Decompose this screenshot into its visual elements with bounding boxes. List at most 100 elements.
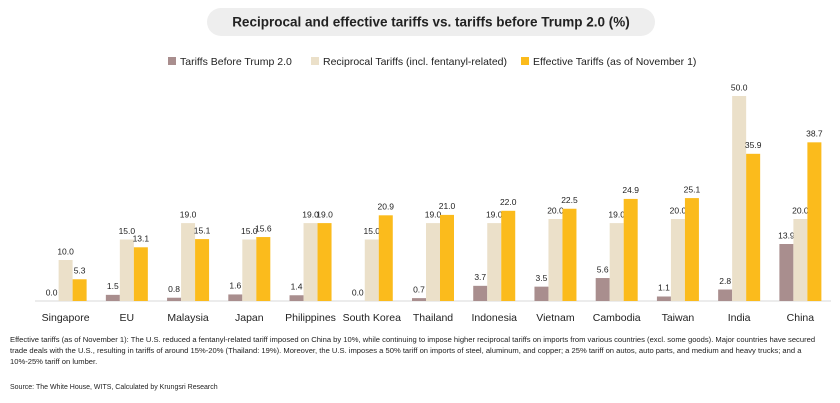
- bar: [793, 219, 808, 301]
- bar: [303, 223, 318, 301]
- legend-swatch: [311, 57, 319, 65]
- data-label: 3.5: [536, 273, 548, 283]
- legend-swatch: [168, 57, 176, 65]
- bar: [779, 244, 794, 301]
- data-label: 20.0: [547, 205, 564, 215]
- bar: [440, 214, 454, 301]
- data-label: 0.7: [413, 284, 425, 294]
- data-label: 20.9: [377, 202, 394, 212]
- x-tick-label: Cambodia: [593, 312, 641, 324]
- x-tick-label: Taiwan: [662, 312, 695, 324]
- chart: Reciprocal and effective tariffs vs. tar…: [35, 8, 831, 324]
- bar: [58, 260, 73, 301]
- data-label: 0.8: [168, 284, 180, 294]
- data-label: 10.0: [57, 246, 74, 256]
- data-label: 13.1: [133, 234, 150, 244]
- bar: [133, 247, 148, 301]
- data-label: 25.1: [684, 184, 701, 194]
- bar: [609, 223, 624, 301]
- data-label: 0.0: [352, 287, 364, 297]
- bar: [732, 96, 747, 301]
- x-tick-label: Philippines: [285, 312, 336, 324]
- data-label: 15.0: [241, 226, 258, 236]
- data-label: 21.0: [439, 201, 456, 211]
- bar: [378, 215, 393, 301]
- legend-swatch: [521, 57, 529, 65]
- x-tick-label: Vietnam: [536, 312, 575, 324]
- data-label: 22.5: [561, 195, 578, 205]
- chart-title: Reciprocal and effective tariffs vs. tar…: [232, 15, 630, 30]
- data-label: 15.0: [363, 226, 380, 236]
- bar: [670, 219, 685, 301]
- legend-label: Reciprocal Tariffs (incl. fentanyl-relat…: [323, 56, 507, 68]
- data-label: 5.3: [74, 266, 86, 276]
- bar: [167, 297, 182, 301]
- data-label: 15.1: [194, 225, 211, 235]
- data-label: 19.0: [316, 209, 333, 219]
- data-label: 13.9: [778, 230, 795, 240]
- data-label: 19.0: [302, 209, 319, 219]
- bar: [534, 286, 549, 301]
- data-label: 3.7: [474, 272, 486, 282]
- bar: [746, 153, 761, 301]
- data-label: 19.0: [425, 209, 442, 219]
- bar: [317, 223, 332, 301]
- data-label: 5.6: [597, 264, 609, 274]
- bar: [228, 294, 243, 301]
- bar: [364, 239, 379, 301]
- bar: [289, 295, 304, 301]
- bar: [562, 208, 577, 301]
- bar: [195, 239, 210, 301]
- data-label: 35.9: [745, 140, 762, 150]
- x-tick-label: EU: [120, 312, 135, 324]
- data-label: 15.6: [255, 223, 272, 233]
- data-label: 19.0: [180, 209, 197, 219]
- bar: [256, 237, 271, 301]
- title-pill: [207, 8, 655, 36]
- bar: [595, 278, 610, 301]
- data-label: 19.0: [486, 209, 503, 219]
- bar: [105, 294, 120, 301]
- data-label: 24.9: [622, 185, 639, 195]
- x-tick-label: Malaysia: [167, 312, 209, 324]
- x-tick-label: South Korea: [343, 312, 402, 324]
- x-tick-label: China: [787, 312, 815, 324]
- data-label: 1.5: [107, 281, 119, 291]
- data-label: 22.0: [500, 197, 517, 207]
- bar: [426, 223, 440, 301]
- legend-label: Tariffs Before Trump 2.0: [180, 56, 292, 68]
- data-label: 1.6: [229, 281, 241, 291]
- bar: [807, 142, 822, 301]
- bar: [487, 223, 502, 301]
- x-tick-label: Indonesia: [471, 312, 517, 324]
- data-label: 0.0: [46, 287, 58, 297]
- data-label: 20.0: [670, 205, 687, 215]
- bar: [548, 219, 563, 301]
- legend-label: Effective Tariffs (as of November 1): [533, 56, 696, 68]
- data-label: 15.0: [119, 226, 136, 236]
- data-label: 2.8: [719, 276, 731, 286]
- x-tick-label: Thailand: [413, 312, 453, 324]
- x-tick-label: India: [728, 312, 751, 324]
- bar: [242, 239, 257, 301]
- bar: [181, 223, 196, 301]
- bar: [718, 289, 733, 301]
- x-tick-label: Japan: [235, 312, 264, 324]
- bar: [623, 198, 638, 301]
- data-label: 20.0: [792, 205, 809, 215]
- bar: [72, 279, 87, 301]
- data-label: 1.1: [658, 283, 670, 293]
- bar: [501, 210, 516, 301]
- data-label: 50.0: [731, 82, 748, 92]
- x-tick-label: Singapore: [42, 312, 90, 324]
- note: Effective tariffs (as of November 1): Th…: [10, 335, 816, 366]
- bar: [473, 285, 488, 301]
- source: Source: The White House, WITS, Calculate…: [10, 384, 218, 391]
- bar: [684, 198, 699, 301]
- data-label: 1.4: [291, 282, 303, 292]
- data-label: 38.7: [806, 129, 823, 139]
- data-label: 19.0: [608, 209, 625, 219]
- bar: [119, 239, 134, 301]
- bar: [412, 298, 426, 301]
